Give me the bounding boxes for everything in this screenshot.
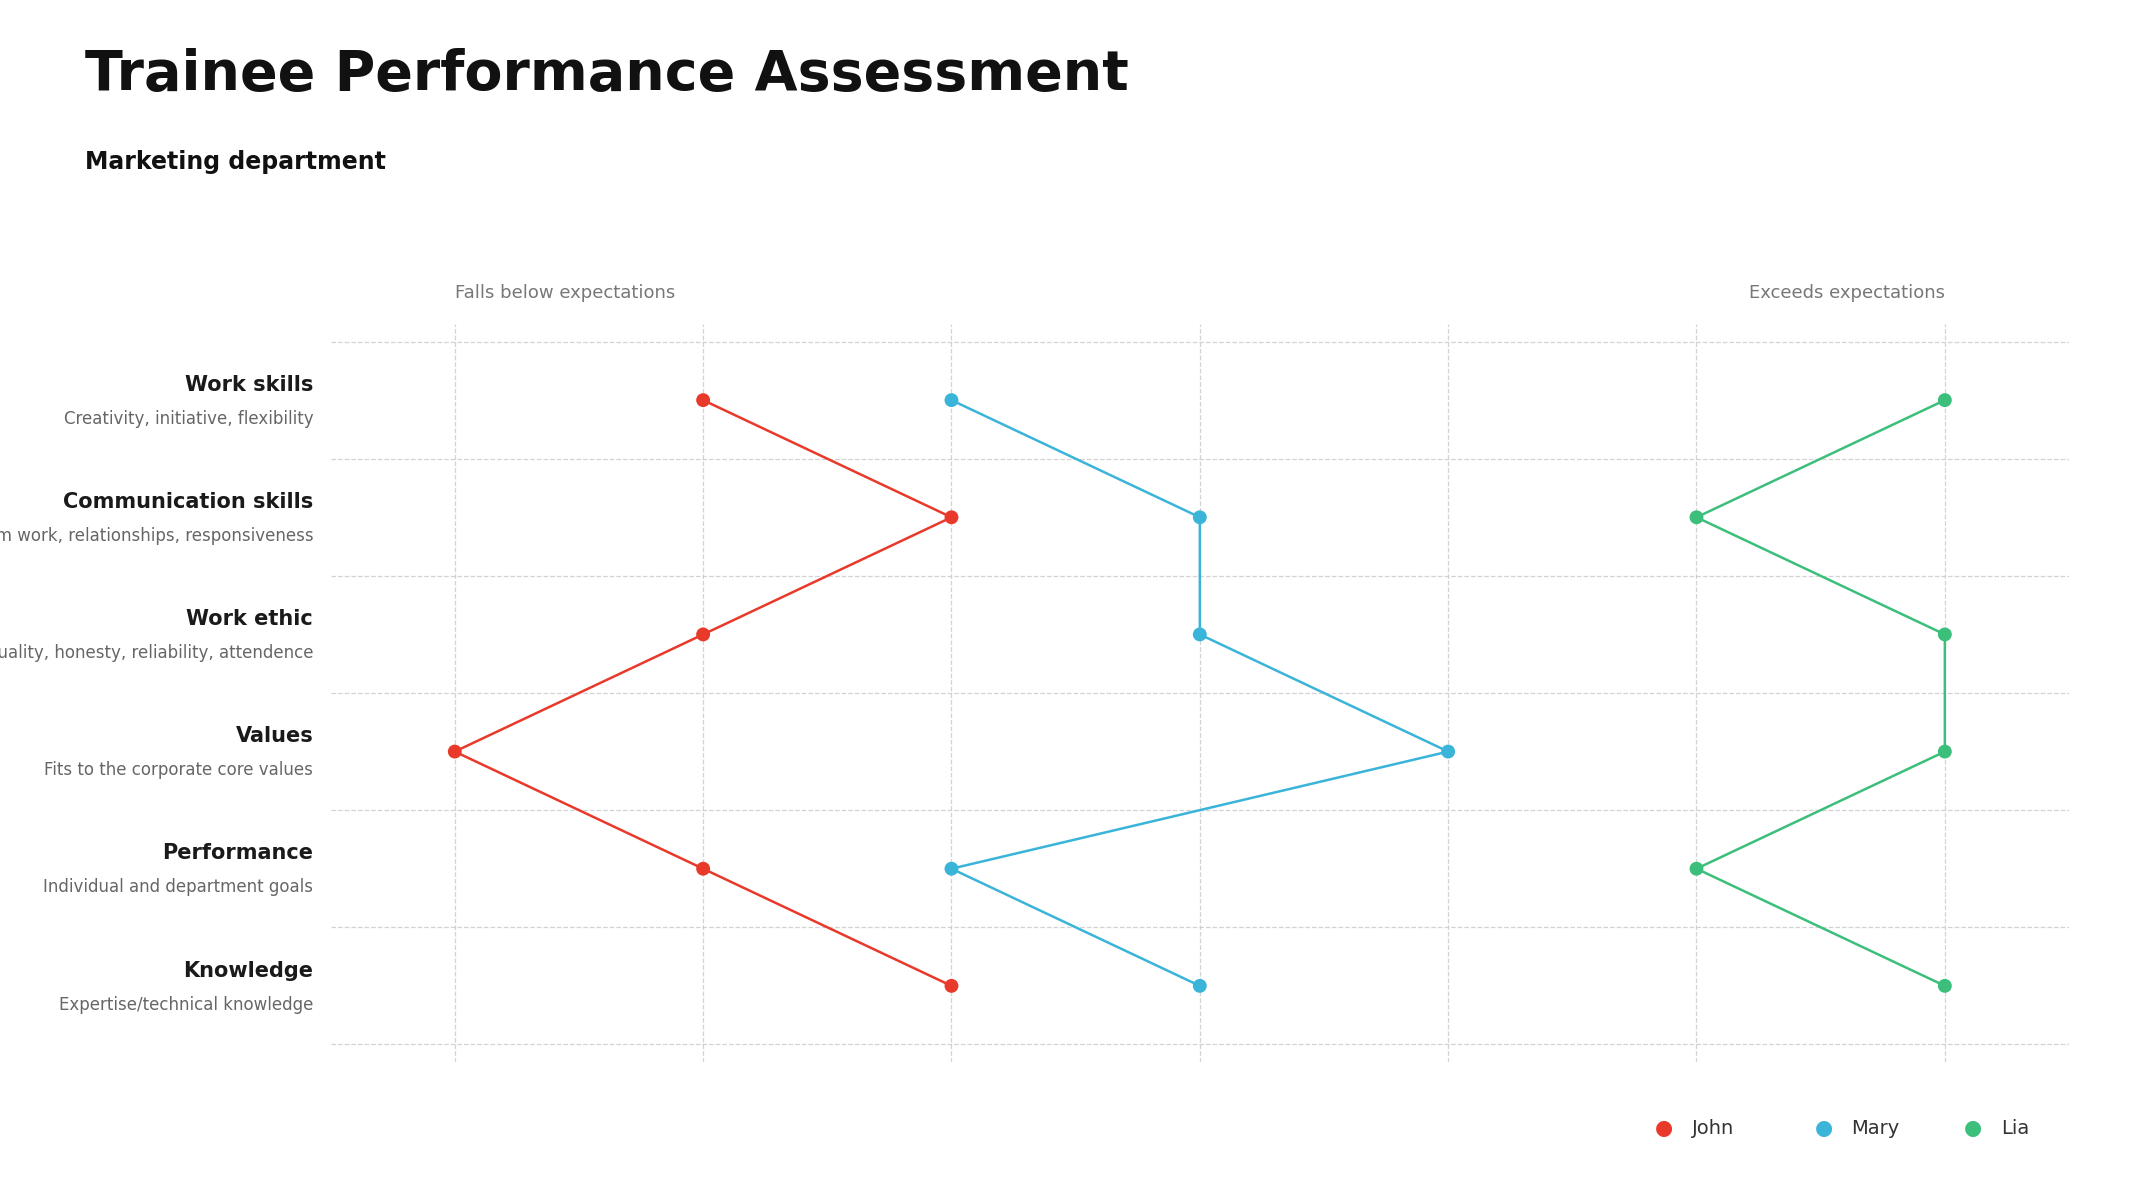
Text: Punctuality, honesty, reliability, attendence: Punctuality, honesty, reliability, atten… [0,644,314,662]
Text: Communication skills: Communication skills [64,492,314,512]
Text: Individual and department goals: Individual and department goals [43,878,314,896]
Text: Marketing department: Marketing department [85,150,386,174]
Text: Trainee Performance Assessment: Trainee Performance Assessment [85,48,1128,102]
Point [1182,625,1216,644]
Point [1182,508,1216,527]
Text: John: John [1691,1118,1734,1138]
Point [934,508,968,527]
Point [1928,977,1962,996]
Text: Mary: Mary [1851,1118,1901,1138]
Text: Falls below expectations: Falls below expectations [454,284,674,302]
Text: ●: ● [1964,1118,1982,1138]
Text: Exceeds expectations: Exceeds expectations [1749,284,1945,302]
Text: Creativity, initiative, flexibility: Creativity, initiative, flexibility [64,410,314,428]
Text: Expertise/technical knowledge: Expertise/technical knowledge [60,996,314,1014]
Point [934,859,968,878]
Point [934,390,968,409]
Point [1679,508,1713,527]
Text: Knowledge: Knowledge [183,961,314,980]
Point [934,977,968,996]
Point [1679,859,1713,878]
Text: Work skills: Work skills [186,374,314,395]
Point [687,625,721,644]
Text: ●: ● [1655,1118,1672,1138]
Point [687,390,721,409]
Point [687,859,721,878]
Point [1928,742,1962,761]
Text: ●: ● [1815,1118,1832,1138]
Text: Values: Values [235,726,314,746]
Point [437,742,471,761]
Text: Fits to the corporate core values: Fits to the corporate core values [45,761,314,779]
Point [1182,977,1216,996]
Point [1928,625,1962,644]
Point [1928,390,1962,409]
Text: Lia: Lia [2001,1118,2028,1138]
Point [1431,742,1465,761]
Text: Work ethic: Work ethic [186,610,314,629]
Text: Performance: Performance [162,844,314,864]
Text: Team work, relationships, responsiveness: Team work, relationships, responsiveness [0,527,314,545]
